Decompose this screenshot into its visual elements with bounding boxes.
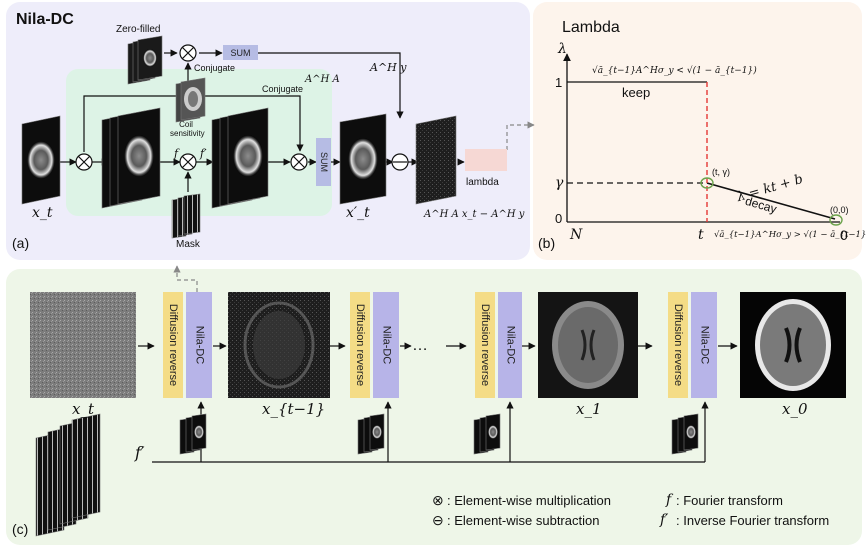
mask-stack-large	[35, 413, 101, 537]
point-t-gamma-label: (t, γ)	[712, 167, 730, 177]
panel-a-tag: (a)	[12, 235, 30, 251]
legend-f-symbol: f	[666, 492, 672, 508]
multiply-operator-icon	[179, 153, 197, 171]
xprime-t-label: x′_t	[346, 205, 370, 221]
kspace-stack-c1	[179, 413, 207, 455]
xt-label-a: x_t	[32, 205, 53, 221]
panel-b-tag: (b)	[538, 235, 556, 251]
nila-dc-box-2: Nila-DC	[373, 292, 399, 398]
sum-box-top: SUM	[223, 45, 258, 60]
decay-condition: √ā_{t−1}A^Hσ_y > √(1 − ā_{t−1})	[714, 230, 866, 240]
kspace-stack-c3	[473, 413, 501, 455]
coil-image-stack-1	[101, 107, 161, 209]
multiply-operator-icon	[75, 153, 93, 171]
kspace-stack-c2	[357, 413, 385, 455]
legend-multiply-symbol: ⊗	[432, 492, 444, 508]
multiply-operator-icon	[290, 153, 308, 171]
f-prime-label: f′	[200, 147, 207, 160]
ellipsis: …	[412, 337, 428, 354]
nila-dc-box-1: Nila-DC	[186, 292, 212, 398]
residual-noise-image	[415, 115, 457, 205]
kspace-stack-c4	[671, 413, 699, 455]
ahy-label: A^H y	[370, 61, 407, 74]
panel-b-background	[533, 2, 862, 260]
lambda-box	[465, 149, 507, 171]
nila-dc-box-3: Nila-DC	[498, 292, 522, 398]
conjugate-mid-label: Conjugate	[262, 84, 304, 94]
mask-image-stack	[171, 193, 201, 239]
coil-image-stack-2	[211, 107, 269, 209]
panel-c-tag: (c)	[12, 521, 29, 537]
xt-minus-1-label: x_{t−1}	[262, 400, 326, 418]
x0-label: x_0	[782, 400, 808, 418]
legend-subtract-symbol: ⊖	[432, 512, 444, 528]
diffusion-reverse-box-3: Diffusion reverse	[475, 292, 495, 398]
zero-filled-label: Zero-filled	[116, 24, 161, 35]
point-origin-label: (0,0)	[830, 205, 849, 215]
diffusion-reverse-box-2: Diffusion reverse	[350, 292, 370, 398]
zero-filled-image-stack	[127, 35, 163, 85]
tick-gamma: γ	[555, 175, 564, 191]
x1-image	[538, 292, 638, 398]
marker-origin	[829, 214, 843, 226]
x1-label: x_1	[576, 400, 602, 418]
residual-label: A^H A x_t − A^H y	[424, 209, 525, 220]
tick-1: 1	[555, 75, 563, 90]
legend-fprime-symbol: f′	[660, 512, 669, 528]
mask-label: Mask	[176, 239, 200, 250]
legend-subtract-text: : Element-wise subtraction	[447, 513, 600, 528]
aha-label: A^H A	[305, 74, 340, 85]
xt-minus-1-image	[228, 292, 330, 398]
diffusion-reverse-box-1: Diffusion reverse	[163, 292, 183, 398]
diffusion-reverse-box-4: Diffusion reverse	[668, 292, 688, 398]
legend-multiply-text: : Element-wise multiplication	[447, 493, 612, 508]
f-prime-label-c: f′	[135, 443, 145, 462]
marker-t-gamma	[700, 177, 714, 189]
x-right-label: 0	[840, 227, 848, 243]
keep-condition: √ā_{t−1}A^Hσ_y < √(1 − ā_{t−1})	[592, 66, 757, 76]
x0-image	[740, 292, 846, 398]
legend-f-text: : Fourier transform	[676, 493, 783, 508]
keep-label: keep	[622, 85, 651, 100]
coil-sensitivity-image-stack	[175, 77, 206, 123]
subtract-operator-icon	[391, 153, 409, 171]
tick-0: 0	[555, 211, 563, 226]
xt-image-a	[21, 115, 61, 205]
coil-sensitivity-label: Coil sensitivity	[170, 120, 205, 138]
f-label: f	[174, 147, 179, 160]
x-t-label: t	[698, 227, 704, 243]
x-left-label: N	[570, 227, 583, 243]
xt-label-c: x_t	[72, 400, 94, 418]
multiply-operator-icon	[179, 44, 197, 62]
sum-box-side: SUM	[316, 138, 331, 186]
lambda-box-label: lambda	[466, 177, 499, 188]
xt-noise-image	[30, 292, 136, 398]
xprime-t-image	[339, 113, 387, 205]
panel-a-title: Nila-DC	[16, 11, 74, 28]
legend-fprime-text: : Inverse Fourier transform	[676, 513, 830, 528]
panel-b-title: Lambda	[562, 19, 620, 36]
conjugate-top-label: Conjugate	[194, 63, 236, 73]
panel-c-background	[6, 269, 862, 545]
nila-dc-box-4: Nila-DC	[691, 292, 717, 398]
lambda-axis-label: λ	[558, 41, 567, 57]
